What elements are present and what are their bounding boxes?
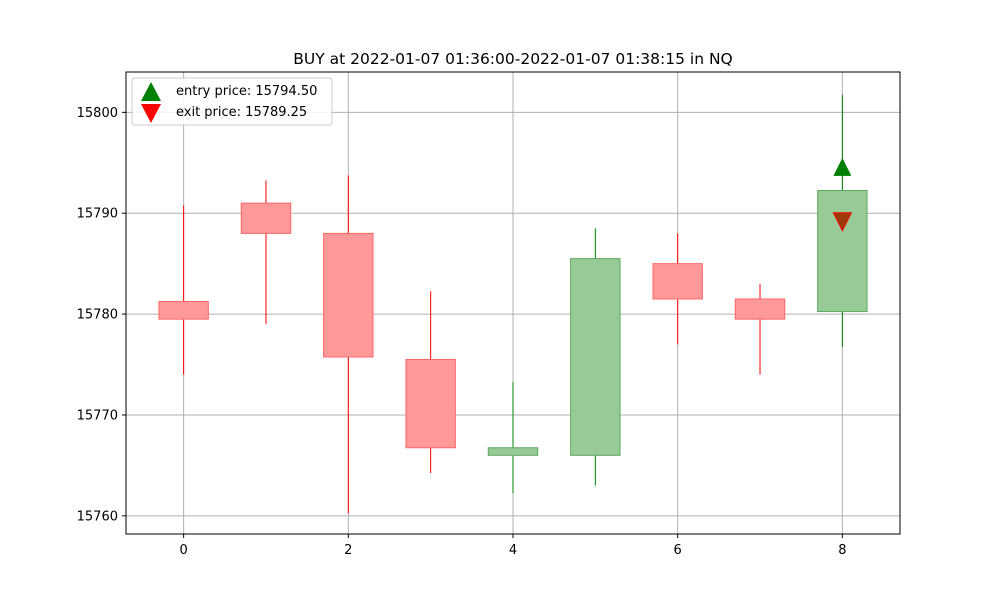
x-tick-label: 6 (674, 543, 682, 558)
candle-body (323, 232, 374, 358)
chart-title: BUY at 2022-01-07 01:36:00-2022-01-07 01… (293, 50, 733, 68)
legend-exit-triangle-down-icon (141, 104, 161, 123)
legend: entry price: 15794.50 exit price: 15789.… (131, 77, 333, 126)
candle-body (158, 300, 209, 320)
x-tick-label: 8 (838, 543, 846, 558)
candle-body (570, 258, 621, 456)
legend-entry-triangle-up-icon (141, 82, 161, 101)
y-tick-label: 15770 (77, 408, 118, 423)
x-axis: 0 2 4 6 8 (179, 534, 847, 558)
y-tick-label: 15780 (77, 308, 118, 323)
entry-marker-triangle-up-icon (833, 157, 852, 176)
x-tick-label: 4 (509, 543, 517, 558)
candle-body (240, 202, 292, 234)
y-tick-label: 15790 (77, 207, 118, 222)
legend-exit-label: exit price: 15789.25 (176, 105, 307, 120)
legend-box (131, 77, 333, 126)
candle-body (734, 298, 786, 320)
y-axis: 15760 15770 15780 15790 15800 (77, 106, 126, 524)
candles (158, 94, 868, 514)
candle-body (405, 358, 456, 449)
y-tick-label: 15760 (77, 509, 118, 524)
x-tick-label: 2 (344, 543, 352, 558)
x-tick-label: 0 (179, 543, 187, 558)
trade-markers (832, 157, 853, 232)
y-tick-label: 15800 (77, 106, 118, 121)
candle-body (487, 447, 539, 456)
candle-body (652, 263, 703, 300)
legend-entry-label: entry price: 15794.50 (176, 84, 317, 99)
candle-body (817, 190, 868, 313)
exit-marker-triangle-down-icon (832, 212, 853, 232)
